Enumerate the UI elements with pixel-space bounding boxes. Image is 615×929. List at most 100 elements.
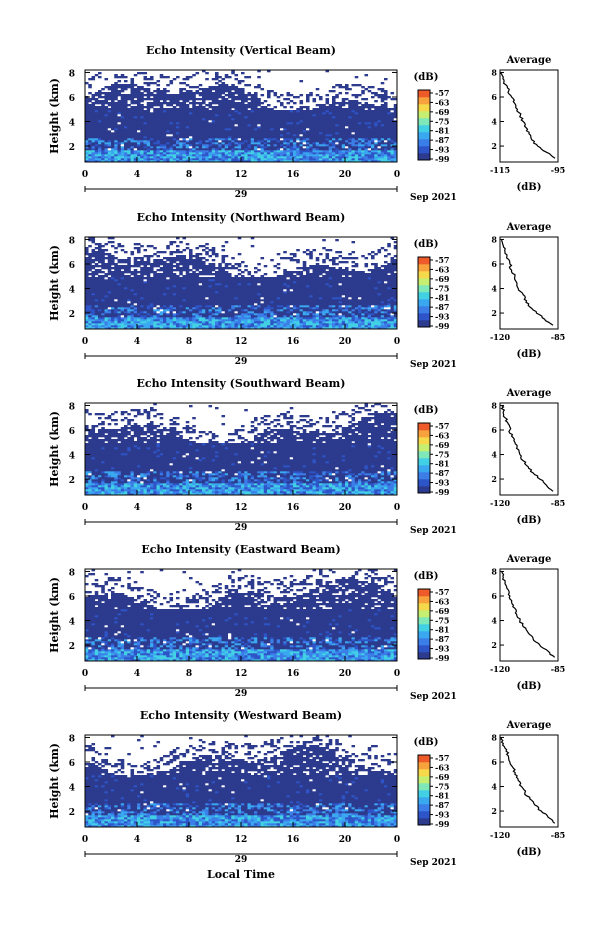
heatmap-cell — [211, 116, 216, 119]
heatmap-cell — [192, 319, 196, 322]
heatmap-cell — [179, 297, 183, 300]
heatmap-cell — [88, 309, 92, 312]
heatmap-cell — [179, 317, 183, 320]
heatmap-cell — [332, 325, 336, 328]
colorbar-tick-label: -87 — [435, 135, 449, 145]
heatmap-cell — [302, 142, 307, 145]
heatmap-cell — [296, 152, 300, 155]
heatmap-cell — [189, 301, 193, 304]
heatmap-cell — [338, 130, 343, 133]
heatmap-cell — [338, 86, 343, 89]
heatmap-cell — [384, 90, 388, 93]
heatmap-cell — [185, 84, 190, 87]
heatmap-cell — [348, 100, 352, 103]
heatmap-cell — [267, 136, 271, 139]
heatmap-cell — [273, 124, 278, 127]
heatmap-cell — [325, 315, 330, 318]
heatmap-cell — [254, 116, 258, 119]
heatmap-cell — [205, 150, 209, 153]
heatmap-cell — [348, 311, 352, 314]
heatmap-cell — [244, 96, 248, 99]
heatmap-cell — [335, 303, 339, 306]
heatmap-cell — [120, 317, 125, 320]
heatmap-cell — [244, 317, 248, 320]
heatmap-cell — [91, 108, 96, 111]
heatmap-cell — [289, 146, 294, 149]
heatmap-cell — [231, 317, 235, 320]
heatmap-cell — [130, 84, 135, 87]
heatmap-cell — [208, 148, 213, 151]
heatmap-cell — [387, 156, 391, 159]
heatmap-cell — [348, 319, 352, 322]
heatmap-cell — [130, 317, 135, 320]
heatmap-cell — [192, 142, 196, 145]
heatmap-cell — [205, 118, 209, 121]
heatmap-cell — [387, 321, 391, 324]
colorbar-swatch — [418, 146, 430, 154]
heatmap-cell — [380, 305, 385, 308]
heatmap-cell — [267, 130, 271, 133]
heatmap-cell — [293, 305, 297, 308]
heatmap-cell — [185, 297, 190, 300]
heatmap-cell — [361, 327, 365, 330]
heatmap-cell — [221, 144, 226, 147]
heatmap-cell — [384, 122, 388, 125]
heatmap-cell — [237, 311, 242, 314]
heatmap-cell — [218, 325, 222, 328]
heatmap-cell — [341, 136, 346, 139]
heatmap-cell — [338, 122, 343, 125]
heatmap-cell — [299, 158, 304, 161]
heatmap-cell — [224, 112, 229, 115]
heatmap-cell — [198, 94, 203, 97]
heatmap-cell — [325, 136, 330, 139]
heatmap-cell — [325, 150, 330, 153]
heatmap-cell — [120, 128, 125, 131]
heatmap-cell — [111, 136, 115, 139]
heatmap-cell — [211, 150, 216, 153]
heatmap-cell — [361, 311, 365, 314]
heatmap-cell — [133, 134, 138, 137]
heatmap-cell — [192, 327, 196, 330]
heatmap-cell — [377, 122, 382, 125]
heatmap-cell — [270, 305, 274, 308]
heatmap-cell — [345, 84, 349, 87]
heatmap-cell — [156, 323, 161, 326]
heatmap-cell — [176, 295, 180, 298]
heatmap-cell — [377, 305, 382, 308]
heatmap-cell — [270, 325, 274, 328]
heatmap-cell — [107, 303, 112, 306]
heatmap-cell — [231, 321, 235, 324]
heatmap-cell — [137, 305, 141, 308]
x-tick-label: 20 — [339, 170, 352, 180]
heatmap-cell — [390, 299, 395, 302]
heatmap-cell — [361, 154, 365, 157]
heatmap-cell — [169, 132, 174, 135]
heatmap-cell — [189, 315, 193, 318]
heatmap-cell — [189, 86, 193, 89]
heatmap-cell — [189, 112, 193, 115]
heatmap-cell — [101, 307, 105, 310]
heatmap-cell — [354, 132, 359, 135]
heatmap-cell — [124, 126, 128, 129]
heatmap-cell — [163, 138, 167, 141]
heatmap-cell — [88, 104, 92, 107]
heatmap-cell — [104, 86, 109, 89]
heatmap-cell — [267, 307, 271, 310]
heatmap-cell — [156, 299, 161, 302]
heatmap-cell — [114, 160, 118, 163]
heatmap-cell — [153, 100, 157, 103]
heatmap-cell — [146, 136, 151, 139]
heatmap-cell — [114, 319, 118, 322]
heatmap-cell — [257, 136, 261, 139]
heatmap-cell — [127, 138, 131, 141]
heatmap-cell — [224, 319, 229, 322]
heatmap-cell — [224, 138, 229, 141]
heatmap-cell — [299, 311, 304, 314]
heatmap-cell — [166, 114, 170, 117]
heatmap-cell — [137, 142, 141, 145]
heatmap-cell — [163, 301, 167, 304]
heatmap-cell — [127, 134, 131, 137]
heatmap-cell — [328, 309, 333, 312]
heatmap-cell — [94, 311, 99, 314]
heatmap-cell — [371, 297, 375, 300]
